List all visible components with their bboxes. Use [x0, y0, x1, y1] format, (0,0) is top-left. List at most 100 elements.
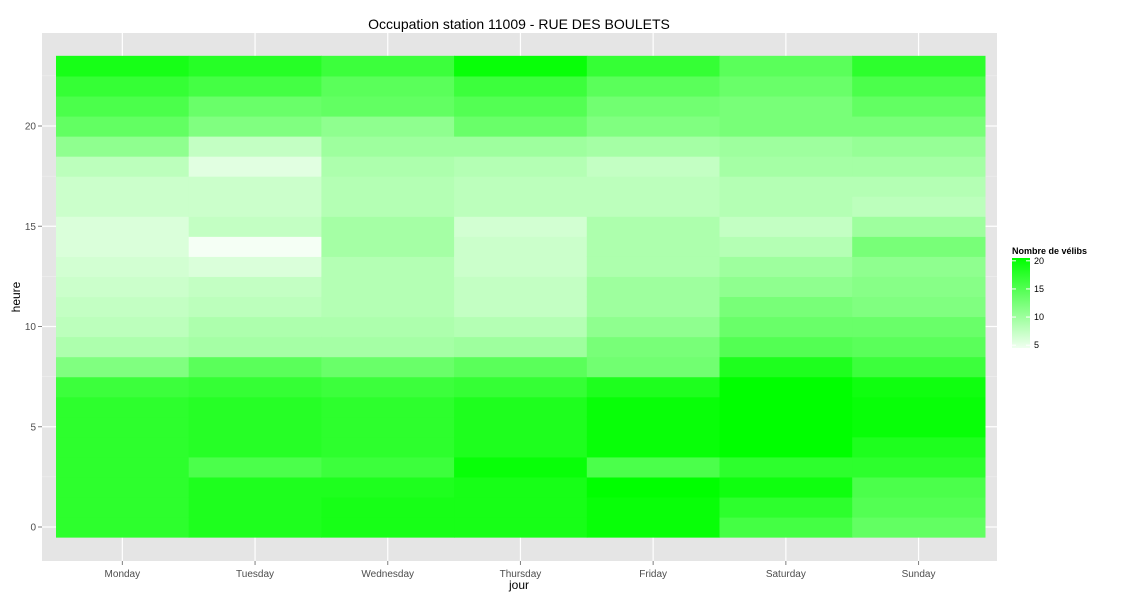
heatmap-cell [454, 136, 588, 157]
heatmap-cell [454, 75, 588, 97]
heatmap-cell [454, 276, 588, 298]
heatmap-cell [321, 176, 455, 197]
heatmap-cell [321, 496, 455, 518]
heatmap-cell [321, 516, 455, 538]
heatmap-cell [586, 336, 721, 358]
heatmap-cell [188, 95, 322, 117]
heatmap-cell [56, 516, 190, 538]
heatmap-cell [852, 296, 986, 318]
heatmap-cell [719, 216, 853, 237]
heatmap-cell [56, 55, 190, 77]
heatmap-cell [719, 336, 853, 358]
heatmap-cell [188, 115, 322, 137]
x-tick-label: Friday [639, 569, 667, 580]
heatmap-cell [454, 516, 588, 538]
heatmap-cell [586, 476, 721, 498]
heatmap-cell [454, 55, 588, 77]
x-tick-label: Saturday [766, 569, 806, 580]
heatmap-cell [852, 336, 986, 358]
heatmap-cell [321, 256, 455, 277]
heatmap-cell [852, 216, 986, 237]
heatmap-cell [56, 496, 190, 518]
heatmap-cell [852, 95, 986, 117]
heatmap-cell [321, 336, 455, 358]
heatmap-cell [852, 416, 986, 438]
heatmap-cell [852, 356, 986, 378]
y-tick-label: 20 [25, 122, 37, 133]
heatmap-cell [188, 236, 322, 257]
heatmap-cell [321, 416, 455, 438]
heatmap-cell [586, 296, 721, 318]
heatmap-cell [188, 516, 322, 538]
x-tick-label: Wednesday [361, 569, 414, 580]
heatmap-cell [321, 296, 455, 318]
heatmap-cell [454, 416, 588, 438]
heatmap-cell [719, 436, 853, 458]
heatmap-cell [586, 356, 721, 378]
x-tick-label: Tuesday [236, 569, 274, 580]
heatmap-cells [56, 55, 986, 538]
heatmap-cell [852, 396, 986, 418]
heatmap-cell [719, 256, 853, 277]
legend-tick-label: 20 [1034, 256, 1044, 266]
heatmap-cell [454, 356, 588, 378]
heatmap-cell [56, 196, 190, 217]
heatmap-cell [586, 55, 721, 77]
heatmap-cell [56, 456, 190, 478]
heatmap-cell [188, 75, 322, 97]
heatmap-cell [719, 75, 853, 97]
heatmap-cell [586, 216, 721, 237]
heatmap-cell [852, 476, 986, 498]
heatmap-cell [719, 516, 853, 538]
heatmap-cell [852, 256, 986, 277]
heatmap-cell [852, 156, 986, 177]
heatmap-cell [188, 156, 322, 177]
heatmap-cell [56, 296, 190, 318]
heatmap-cell [56, 436, 190, 458]
x-axis: Monday Tuesday Wednesday Thursday Friday Satu… [105, 561, 936, 580]
legend-title: Nombre de vélibs [1012, 246, 1087, 256]
heatmap-cell [56, 176, 190, 197]
heatmap-cell [586, 316, 721, 338]
heatmap-cell [188, 416, 322, 438]
heatmap-cell [188, 256, 322, 277]
heatmap-cell [56, 476, 190, 498]
heatmap-cell [852, 516, 986, 538]
legend-ticks: 20 15 10 5 [1012, 256, 1044, 350]
heatmap-cell [852, 316, 986, 338]
heatmap-cell [321, 156, 455, 177]
heatmap-cell [454, 196, 588, 217]
heatmap-cell [719, 356, 853, 378]
heatmap-cell [321, 95, 455, 117]
heatmap-cell [852, 115, 986, 137]
heatmap-cell [586, 236, 721, 257]
heatmap-cell [852, 196, 986, 217]
heatmap-cell [586, 496, 721, 518]
heatmap-cell [321, 396, 455, 418]
heatmap-cell [586, 396, 721, 418]
heatmap-cell [454, 115, 588, 137]
heatmap-cell [56, 376, 190, 398]
heatmap-cell [454, 456, 588, 478]
heatmap-cell [454, 316, 588, 338]
heatmap-cell [454, 296, 588, 318]
heatmap-cell [56, 396, 190, 418]
y-tick-label: 10 [25, 322, 37, 333]
heatmap-cell [852, 276, 986, 298]
heatmap-cell [852, 436, 986, 458]
heatmap-cell [586, 95, 721, 117]
heatmap-cell [188, 136, 322, 157]
legend-tick-label: 15 [1034, 284, 1044, 294]
heatmap-cell [586, 456, 721, 478]
heatmap-cell [321, 196, 455, 217]
heatmap-cell [188, 476, 322, 498]
heatmap-cell [321, 115, 455, 137]
heatmap-cell [586, 516, 721, 538]
heatmap-cell [321, 456, 455, 478]
heatmap-cell [321, 216, 455, 237]
heatmap-cell [852, 75, 986, 97]
heatmap-cell [188, 496, 322, 518]
heatmap-cell [188, 336, 322, 358]
heatmap-cell [719, 396, 853, 418]
